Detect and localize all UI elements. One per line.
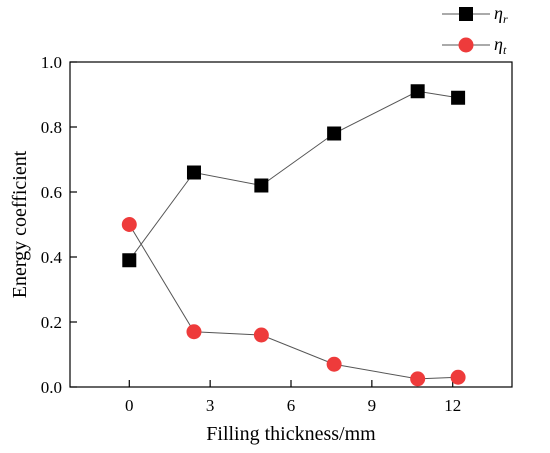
point-r xyxy=(410,84,425,99)
legend-marker xyxy=(459,7,473,21)
point-r xyxy=(451,90,466,105)
y-axis-title: Energy coefficient xyxy=(9,150,31,298)
legend-entry-t: ηt xyxy=(442,34,507,57)
series-line-r xyxy=(128,90,459,261)
series-r xyxy=(122,84,466,268)
legend-label-sub: r xyxy=(503,12,508,26)
x-tick-label: 0 xyxy=(125,396,134,415)
x-tick-label: 6 xyxy=(287,396,296,415)
legend-label-main: η xyxy=(494,3,503,23)
point-r xyxy=(122,253,137,268)
point-r xyxy=(327,126,342,141)
y-tick-label: 0.2 xyxy=(41,313,62,332)
y-tick-label: 1.0 xyxy=(41,53,62,72)
point-t xyxy=(410,371,426,387)
point-t xyxy=(186,324,202,340)
y-tick-label: 0.0 xyxy=(41,378,62,397)
legend-marker xyxy=(458,37,474,53)
y-tick-label: 0.8 xyxy=(41,118,62,137)
point-r xyxy=(254,178,269,193)
x-tick-label: 12 xyxy=(444,396,461,415)
point-t xyxy=(253,327,269,343)
y-tick-label: 0.6 xyxy=(41,183,62,202)
legend-entry-r: ηr xyxy=(442,3,508,26)
legend-label: ηr xyxy=(494,3,508,26)
legend-label-main: η xyxy=(494,34,503,54)
x-tick-label: 9 xyxy=(368,396,377,415)
axis-ticks: 0 3 6 9 12 0.0 0.2 0.4 0.6 0.8 1.0 xyxy=(41,53,461,415)
x-axis-title: Filling thickness/mm xyxy=(206,423,376,445)
series-t xyxy=(121,217,466,387)
x-tick-label: 3 xyxy=(206,396,215,415)
legend-label-sub: t xyxy=(503,43,507,57)
y-tick-label: 0.4 xyxy=(41,248,63,267)
point-r xyxy=(186,165,201,180)
point-t xyxy=(450,369,466,385)
series-layer xyxy=(121,84,466,387)
point-t xyxy=(326,356,342,372)
series-line-t xyxy=(128,224,459,380)
legend-label: ηt xyxy=(494,34,507,57)
point-t xyxy=(121,217,137,232)
